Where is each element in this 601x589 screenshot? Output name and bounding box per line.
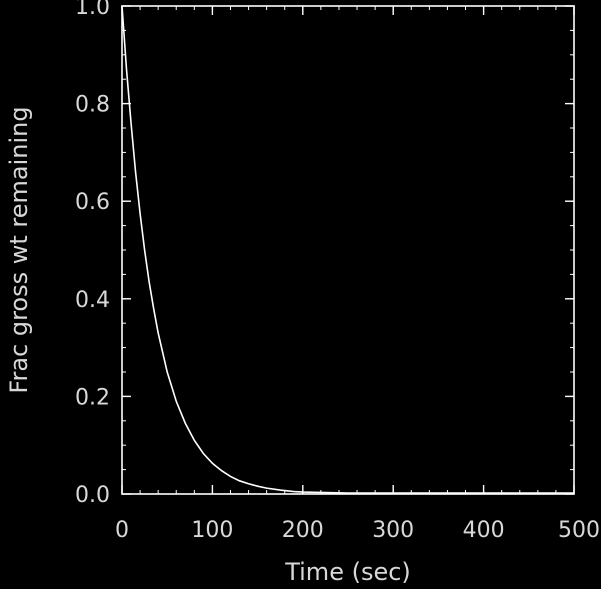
x-tick-label: 200	[282, 518, 324, 543]
x-tick-label: 100	[191, 518, 233, 543]
y-axis-title: Frac gross wt remaining	[5, 106, 33, 393]
x-tick-label: 500	[558, 518, 600, 543]
y-tick-label: 0.6	[75, 190, 110, 215]
x-tick-label: 400	[463, 518, 505, 543]
y-tick-label: 0.2	[75, 385, 110, 410]
series-layer	[121, 5, 574, 494]
x-axis-title: Time (sec)	[284, 558, 411, 586]
y-tick-label: 1.0	[75, 0, 110, 20]
y-tick-label: 0.0	[75, 483, 110, 508]
decay-curve-line	[121, 5, 574, 494]
y-tick-label: 0.4	[75, 288, 110, 313]
y-tick-label: 0.8	[75, 93, 110, 118]
x-tick-label: 300	[372, 518, 414, 543]
x-tick-label: 0	[115, 518, 129, 543]
tick-labels: 0 100 200 300 400 500 0.0 0.2 0.4 0.6 0.8 1.0	[75, 0, 600, 543]
